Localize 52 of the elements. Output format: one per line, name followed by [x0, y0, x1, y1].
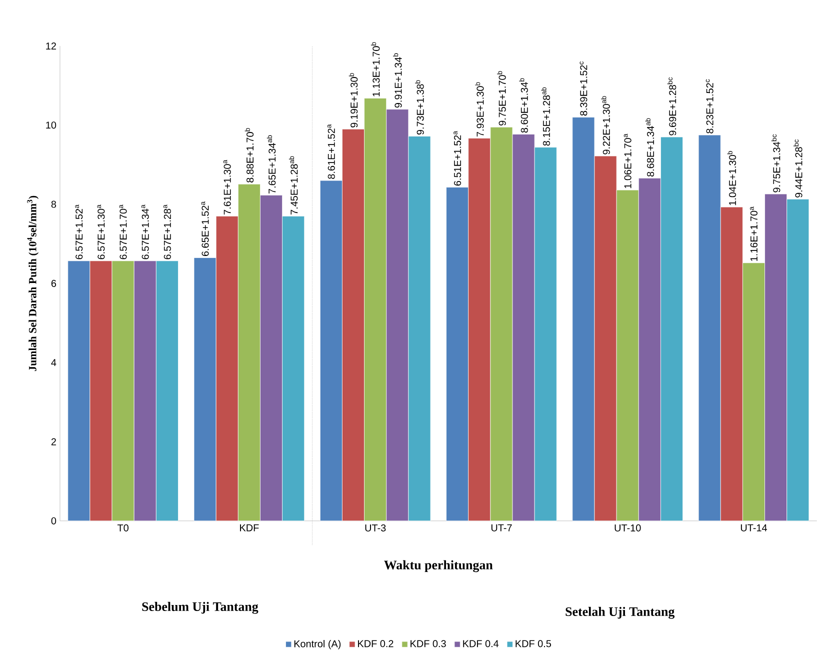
x-tick-label: UT-3: [365, 524, 386, 532]
y-tick-label: 12: [46, 42, 56, 50]
legend-label: KDF 0.5: [516, 640, 552, 648]
annotation: 7.93E+1.30$^{b}$: [475, 82, 484, 137]
annotation: 8.60E+1.34$^{b}$: [519, 78, 528, 133]
x-tick-label: KDF: [240, 524, 259, 532]
annotation: 8.61E+1.52$^{a}$: [327, 124, 335, 179]
annotation: 9.19E+1.30$^{b}$: [348, 73, 358, 128]
legend-label: Kontrol (A): [294, 640, 341, 650]
annotation: 7.61E+1.30$^{a}$: [223, 160, 231, 215]
annotation: 6.57E+1.28$^{a}$: [163, 204, 171, 260]
annotation: 6.57E+1.52$^{a}$: [75, 204, 83, 260]
legend-label: KDF 0.4: [463, 640, 499, 648]
annotation: 8.23E+1.52$^{c}$: [706, 79, 714, 134]
annotation: 9.44E+1.28$^{bc}$: [794, 140, 802, 198]
x-tick-label: UT-7: [491, 524, 512, 532]
y-tick-label: 2: [51, 438, 56, 446]
x-tick-label: T0: [117, 524, 128, 532]
annotation: 9.91E+1.34$^{b}$: [393, 53, 402, 108]
annotation: 1.06E+1.70$^{a}$: [624, 134, 632, 188]
annotation: 1.16E+1.70$^{a}$: [750, 206, 758, 261]
annotation: 6.51E+1.52$^{a}$: [454, 131, 462, 186]
annotation: 8.39E+1.52$^{c}$: [580, 62, 588, 116]
annotation: 9.75E+1.34$^{bc}$: [771, 134, 780, 192]
annotation: 6.57E+1.34$^{a}$: [141, 204, 149, 260]
annotation: 8.88E+1.70$^{b}$: [244, 128, 254, 183]
y-tick-label: 6: [51, 280, 56, 288]
annotation: 6.57E+1.30$^{a}$: [97, 204, 105, 260]
annotation: 1.04E+1.30$^{b}$: [727, 151, 736, 206]
y-tick-label: 4: [51, 359, 56, 366]
annotation: 1.13E+1.70$^{b}$: [370, 42, 380, 96]
x-axis-title: Waktu perhitungan: [384, 560, 493, 572]
annotation: 8.15E+1.28$^{ab}$: [541, 87, 550, 146]
annotation: 7.45E+1.28$^{ab}$: [288, 156, 298, 215]
annotation: 8.68E+1.34$^{ab}$: [645, 118, 654, 177]
y-axis-title: Jumlah Sel Darah Putih (10$^{4}$sel/mm$^{3}$): [27, 196, 39, 372]
annotation: 7.65E+1.34$^{ab}$: [266, 135, 276, 194]
x-tick-label: UT-10: [614, 524, 641, 532]
text: Setelah Uji Tantang: [566, 607, 675, 619]
y-tick-label: 0: [51, 517, 56, 524]
annotation: 9.75E+1.70$^{b}$: [497, 71, 506, 126]
annotation: 9.69E+1.28$^{bc}$: [667, 77, 676, 136]
legend-label: KDF 0.2: [358, 640, 394, 648]
annotation: 6.57E+1.70$^{a}$: [119, 204, 127, 260]
annotation: 6.65E+1.52$^{a}$: [201, 201, 209, 256]
annotation: 9.22E+1.30$^{ab}$: [601, 96, 610, 154]
text: Sebelum Uji Tantang: [142, 602, 258, 614]
y-tick-label: 8: [51, 200, 56, 208]
x-tick-label: UT-14: [740, 524, 768, 532]
annotation: 9.73E+1.38$^{b}$: [415, 80, 424, 135]
legend-label: KDF 0.3: [410, 640, 446, 648]
y-tick-label: 10: [46, 122, 56, 129]
